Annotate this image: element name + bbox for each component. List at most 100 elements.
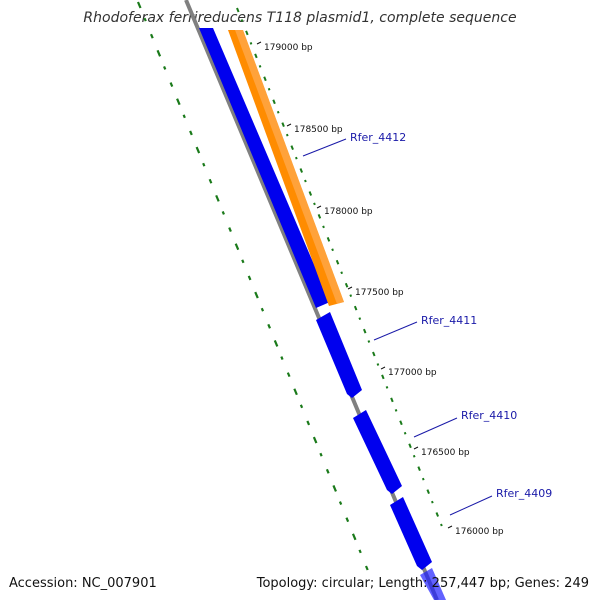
gene-bar-rfer-4410[interactable] [353, 410, 402, 494]
gc-dot [221, 211, 225, 215]
gc-dot [234, 243, 240, 251]
gc-dot [228, 227, 232, 233]
gc-dot [358, 549, 362, 554]
gc-dot [421, 477, 425, 481]
tick-label: 176000 bp [455, 527, 504, 537]
gc-dot [340, 271, 343, 275]
tick-mark [413, 446, 419, 450]
gc-dot [417, 466, 421, 472]
gc-dot [313, 202, 316, 206]
gc-dot [286, 372, 291, 378]
gc-dot [150, 33, 154, 39]
tick-label: 177000 bp [388, 368, 437, 378]
gc-dot [338, 501, 343, 505]
gc-dot [317, 214, 322, 219]
gc-dot [163, 66, 167, 70]
gene-label-rfer-4409[interactable]: Rfer_4409 [496, 487, 552, 500]
gc-dot [293, 388, 298, 396]
map-title: Rhodoferax ferrireducens T118 plasmid1, … [83, 10, 516, 26]
gc-dot [408, 443, 412, 449]
gc-dot [263, 76, 267, 82]
gc-dot [367, 340, 371, 343]
gene-bar-rfer-4412-complement[interactable] [199, 28, 330, 308]
gc-dot [290, 145, 294, 150]
gc-dot [364, 565, 369, 571]
gc-dot [431, 500, 434, 504]
gene-leader-line [373, 321, 418, 341]
gc-dot [435, 512, 439, 517]
gc-dot [202, 162, 206, 167]
topology-summary-text: Topology: circular; Length: 257,447 bp; … [256, 576, 589, 591]
gc-dot [258, 64, 262, 68]
gc-dot [254, 291, 259, 299]
gc-dot [299, 404, 304, 409]
gc-dot [280, 356, 284, 360]
tick-mark [447, 525, 453, 529]
gc-dot [306, 420, 311, 426]
gc-dot [156, 49, 162, 57]
gene-bar-rfer-4411[interactable] [316, 312, 362, 398]
gc-dot [381, 374, 385, 380]
gc-dot [358, 317, 362, 320]
tick-mark [347, 286, 353, 290]
gc-dot [349, 294, 353, 298]
gc-dot [353, 305, 358, 311]
gc-dot [260, 307, 265, 312]
gc-dot [440, 523, 443, 527]
gene-bar-rfer-4409[interactable] [390, 497, 432, 570]
gc-dot [240, 19, 244, 22]
accession-text: Accession: NC_007901 [9, 576, 157, 591]
gc-dot [143, 17, 147, 22]
gene-leader-line [413, 417, 458, 438]
gc-dot [195, 146, 201, 154]
tick-mark [380, 366, 386, 370]
tick-mark [316, 205, 322, 209]
gene-label-rfer-4411[interactable]: Rfer_4411 [421, 314, 477, 327]
gc-dot [312, 436, 318, 444]
gc-dot [325, 468, 330, 474]
gene-bar-rfer-4412-shade [235, 30, 344, 304]
gc-dot [295, 156, 298, 160]
tick-label: 179000 bp [264, 43, 313, 53]
gene-label-rfer-4412[interactable]: Rfer_4412 [350, 131, 406, 144]
gc-dot [376, 363, 380, 366]
gc-dot [304, 179, 307, 183]
gc-dot [249, 42, 253, 45]
gc-dot [182, 114, 186, 119]
gc-dot [326, 236, 331, 242]
gc-content-track [136, 1, 443, 571]
gc-dot [241, 259, 245, 264]
gc-dot [254, 53, 258, 59]
gc-dot [208, 178, 213, 184]
gc-dot [299, 168, 303, 173]
gc-dot [136, 1, 142, 9]
gc-dot [345, 517, 350, 523]
gc-dot [403, 431, 407, 435]
gc-dot [332, 485, 337, 492]
gc-dot [308, 191, 313, 196]
gc-dot [363, 328, 367, 334]
gc-dot [351, 533, 357, 541]
gc-dot [273, 339, 279, 347]
gc-dot [394, 408, 398, 412]
gc-dot [426, 489, 430, 494]
sequence-backbone [184, 0, 439, 600]
gc-dot [176, 98, 181, 106]
coordinate-ticks: 179000 bp 178500 bp 178000 bp 177500 bp … [256, 41, 504, 537]
gc-dot [272, 99, 276, 105]
gc-dot [236, 7, 240, 13]
gc-dot [319, 452, 323, 457]
gc-dot [245, 30, 249, 36]
gc-dot [344, 282, 349, 288]
gc-dot [267, 87, 271, 91]
gene-leader-line [449, 495, 493, 516]
tick-mark [286, 123, 292, 127]
gc-dot [247, 275, 252, 281]
gene-bar-partial[interactable] [420, 568, 446, 600]
gc-dot [331, 248, 334, 252]
gc-dot [322, 225, 325, 229]
gc-dot [399, 420, 403, 426]
gc-dot [390, 397, 394, 403]
gene-label-rfer-4410[interactable]: Rfer_4410 [461, 409, 517, 422]
